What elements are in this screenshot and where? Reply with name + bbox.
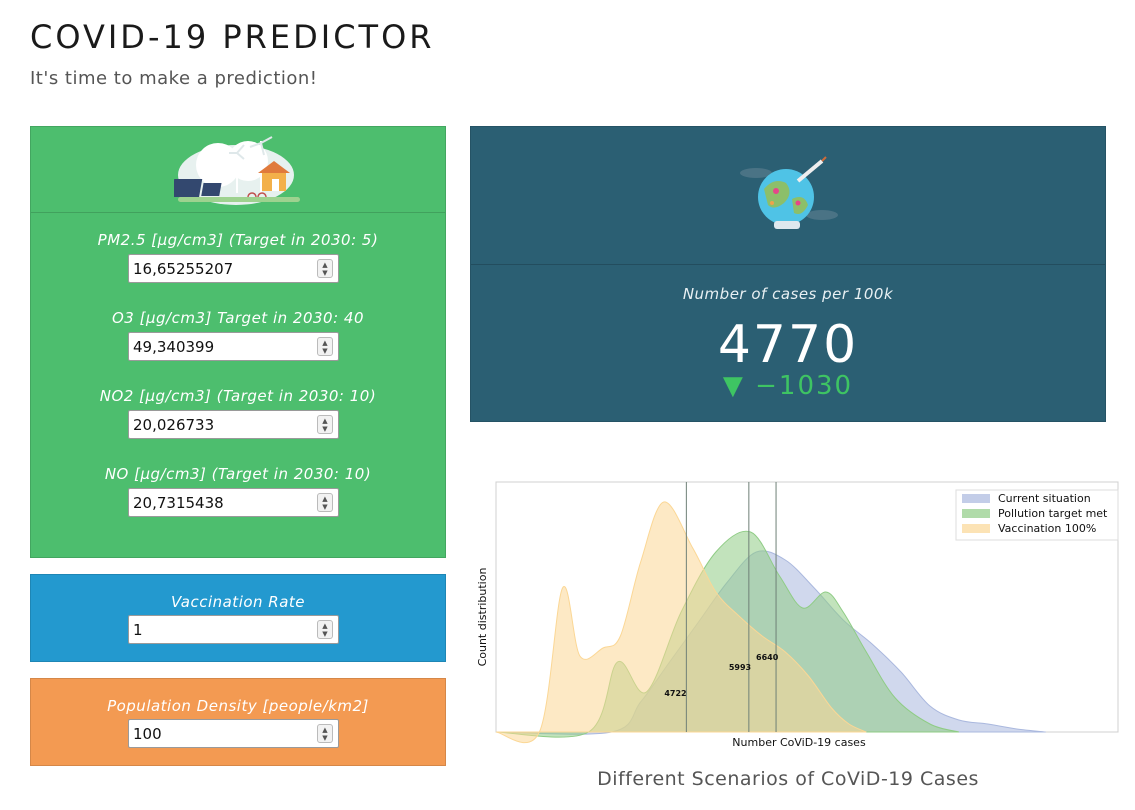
legend-label-1: Pollution target met	[998, 507, 1108, 520]
pm25-label: PM2.5 [µg/cm3] (Target in 2030: 5)	[97, 231, 379, 249]
cases-value: 4770	[717, 315, 859, 375]
pollution-panel: PM2.5 [µg/cm3] (Target in 2030: 5) ▲▼ O3…	[30, 126, 446, 558]
legend-swatch-2	[962, 524, 990, 533]
marker-label-0: 4722	[664, 689, 686, 698]
vaccination-label: Vaccination Rate	[170, 593, 306, 611]
vaccination-input[interactable]	[128, 615, 339, 644]
no-input[interactable]	[128, 488, 339, 517]
marker-label-2: 6640	[756, 653, 779, 662]
pollution-illustration-strip	[31, 127, 445, 213]
no2-label: NO2 [µg/cm3] (Target in 2030: 10)	[99, 387, 377, 405]
density-label: Population Density [people/km2]	[107, 697, 369, 715]
o3-stepper[interactable]: ▲ ▼	[317, 337, 333, 356]
cases-label: Number of cases per 100k	[682, 285, 894, 303]
globe-vaccine-icon	[740, 156, 838, 229]
legend-swatch-0	[962, 494, 990, 503]
chart-svg: 4722 5993 6640 Number CoViD-19 cases Count d…	[476, 481, 1119, 749]
no-label: NO [µg/cm3] (Target in 2030: 10)	[104, 465, 372, 483]
x-axis-label: Number CoViD-19 cases	[732, 736, 866, 749]
scenario-chart: 4722 5993 6640 Number CoViD-19 cases Count d…	[470, 470, 1125, 760]
result-panel: Number of cases per 100k 4770 ▼ −1030	[470, 126, 1106, 422]
no-stepper[interactable]: ▲ ▼	[317, 493, 333, 512]
y-axis-label: Count distribution	[476, 568, 489, 667]
series-area-2	[495, 501, 867, 744]
pm25-input[interactable]	[128, 254, 339, 283]
density-panel: Population Density [people/km2] ▲▼	[30, 678, 446, 766]
o3-label: O3 [µg/cm3] Target in 2030: 40	[112, 309, 364, 327]
density-input[interactable]	[128, 719, 339, 748]
legend-label-0: Current situation	[998, 492, 1091, 505]
o3-input[interactable]	[128, 332, 339, 361]
no2-stepper[interactable]: ▲ ▼	[317, 415, 333, 434]
page-subtitle: It's time to make a prediction!	[30, 68, 318, 89]
legend-label-2: Vaccination 100%	[998, 522, 1096, 535]
result-illustration-strip	[471, 127, 1105, 265]
chart-caption: Different Scenarios of CoViD-19 Cases	[597, 768, 979, 790]
cases-delta: ▼ −1030	[722, 371, 854, 401]
page-title: COVID-19 PREDICTOR	[30, 18, 435, 56]
vaccination-panel: Vaccination Rate ▲▼	[30, 574, 446, 662]
marker-label-1: 5993	[729, 663, 751, 672]
legend-swatch-1	[962, 509, 990, 518]
no2-input[interactable]	[128, 410, 339, 439]
vaccination-stepper[interactable]: ▲ ▼	[317, 620, 333, 639]
pm25-stepper[interactable]: ▲ ▼	[317, 259, 333, 278]
density-stepper[interactable]: ▲ ▼	[317, 724, 333, 743]
renewable-energy-icon	[174, 136, 300, 205]
